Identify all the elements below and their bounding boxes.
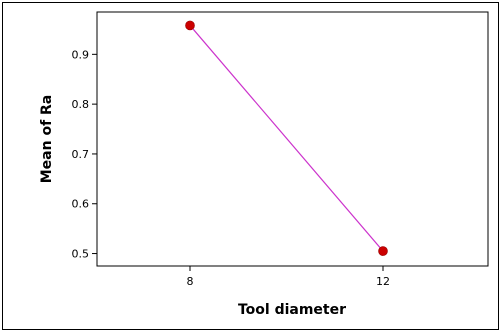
y-tick-label: 0.7 [72,148,90,161]
x-axis-label: Tool diameter [238,302,346,318]
y-axis: 0.5 0.6 0.7 0.8 0.9 [72,48,97,261]
x-axis: 8 12 [187,266,390,288]
y-tick-label: 0.8 [72,98,90,111]
y-tick-label: 0.9 [72,48,90,61]
y-axis-label: Mean of Ra [39,95,55,184]
y-tick-label: 0.5 [72,248,90,261]
plot-area [96,11,489,267]
x-tick-label: 8 [187,275,194,288]
series-line [189,25,384,252]
series-layer [185,20,388,256]
y-tick-label: 0.6 [72,198,90,211]
data-point [378,246,388,256]
data-point [185,20,195,31]
x-tick-label: 12 [376,275,390,288]
